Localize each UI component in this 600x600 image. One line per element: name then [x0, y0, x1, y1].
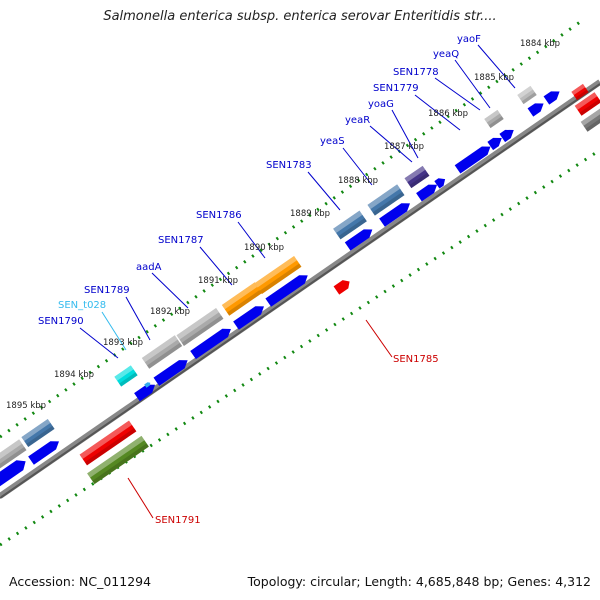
steelblue-feature — [21, 418, 55, 448]
leader-line — [101, 311, 127, 351]
red-feature — [333, 280, 350, 295]
feature-track — [0, 83, 600, 488]
gray-feature — [580, 108, 600, 132]
tick-label: 1895 kbp — [6, 401, 46, 411]
accession-text: Accession: NC_011294 — [9, 574, 152, 589]
gene-label: SEN1783 — [266, 160, 312, 171]
gene-label: SEN1789 — [84, 285, 130, 296]
tick-label: 1885 kbp — [474, 73, 514, 83]
cds-arrow — [0, 460, 26, 488]
leader-line — [342, 147, 373, 186]
gene-label: yeaS — [320, 136, 345, 147]
leader-line — [454, 59, 491, 109]
gene-label: SEN1790 — [38, 316, 84, 327]
tick-label: 1893 kbp — [103, 338, 143, 348]
gene-label: SEN1785 — [393, 354, 439, 365]
tick-label: 1894 kbp — [54, 370, 94, 380]
trna-feature — [114, 365, 138, 387]
cds-arrow — [543, 91, 560, 105]
gene-label: yeaR — [345, 115, 370, 126]
cds-arrow — [153, 360, 188, 386]
gray-feature — [484, 109, 504, 129]
backbone-shadow — [0, 83, 600, 499]
gray-feature — [141, 335, 183, 369]
leader-line — [199, 246, 233, 286]
gene-label: aadA — [136, 262, 162, 273]
cds-arrow — [527, 103, 544, 117]
leader-line — [369, 125, 413, 163]
tick-label: 1891 kbp — [198, 276, 238, 286]
red-feature — [79, 420, 137, 466]
cds-arrow — [379, 203, 410, 227]
orange-feature — [221, 282, 263, 316]
leader-line — [125, 296, 151, 341]
tick-label: 1890 kbp — [244, 243, 284, 253]
cds-arrow — [454, 146, 491, 174]
cds-arrow — [344, 229, 373, 251]
tick-label: 1889 kbp — [290, 209, 330, 219]
tick-label: 1887 kbp — [384, 142, 424, 152]
leader-line — [237, 221, 266, 259]
label-leaders — [79, 44, 516, 519]
olive-feature — [87, 435, 149, 485]
leader-line — [414, 94, 461, 131]
purple-feature — [404, 165, 430, 189]
gene-label: yeaQ — [433, 49, 459, 60]
gray-feature — [0, 439, 27, 471]
tick-labels: 1884 kbp 1885 kbp 1886 kbp 1887 kbp 1888 kbp… — [6, 39, 560, 411]
cds-arrow — [233, 306, 264, 330]
steelblue-feature — [333, 210, 367, 240]
cds-arrow — [487, 137, 502, 151]
orange-feature — [254, 256, 302, 294]
gene-label: SEN1778 — [393, 67, 439, 78]
tick-label: 1888 kbp — [338, 176, 378, 186]
gene-label: SEN1786 — [196, 210, 242, 221]
gene-label: yaoF — [457, 34, 481, 45]
gene-label: SEN1787 — [158, 235, 204, 246]
leader-line — [434, 77, 481, 111]
leader-line — [127, 477, 154, 519]
leader-line — [391, 109, 419, 159]
trna-arrow — [144, 382, 151, 388]
cds-arrow — [265, 275, 308, 307]
tick-label: 1892 kbp — [150, 307, 190, 317]
tick-label: 1886 kbp — [428, 109, 468, 119]
map-title: Salmonella enterica subsp. enterica sero… — [103, 9, 497, 24]
steelblue-feature — [367, 184, 405, 216]
cds-arrow — [28, 441, 59, 465]
leader-line — [477, 44, 516, 89]
cds-arrow — [416, 184, 438, 202]
red-feature — [574, 92, 600, 116]
cds-arrow — [499, 129, 514, 143]
cds-arrow — [190, 328, 231, 360]
topology-text: Topology: circular; Length: 4,685,848 bp… — [247, 574, 591, 589]
leader-line — [79, 327, 119, 359]
tick-label: 1884 kbp — [520, 39, 560, 49]
leader-line — [307, 171, 341, 211]
cds-arrow — [134, 384, 156, 402]
red-feature — [571, 83, 589, 101]
gene-label: SEN1779 — [373, 83, 419, 94]
gray-feature — [176, 308, 224, 346]
gene-label: SEN1791 — [155, 515, 201, 526]
gene-label: yoaG — [368, 99, 394, 110]
backbone — [0, 79, 600, 499]
leader-line — [151, 272, 189, 309]
gene-label: SEN_t028 — [58, 300, 106, 311]
cds-arrow — [434, 178, 446, 189]
leader-line — [365, 319, 393, 358]
gray-feature — [517, 85, 537, 105]
